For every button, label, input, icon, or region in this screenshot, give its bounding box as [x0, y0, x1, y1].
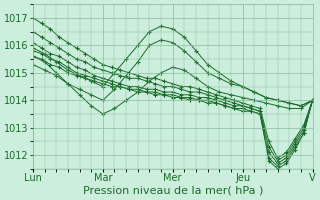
X-axis label: Pression niveau de la mer( hPa ): Pression niveau de la mer( hPa )	[83, 186, 263, 196]
